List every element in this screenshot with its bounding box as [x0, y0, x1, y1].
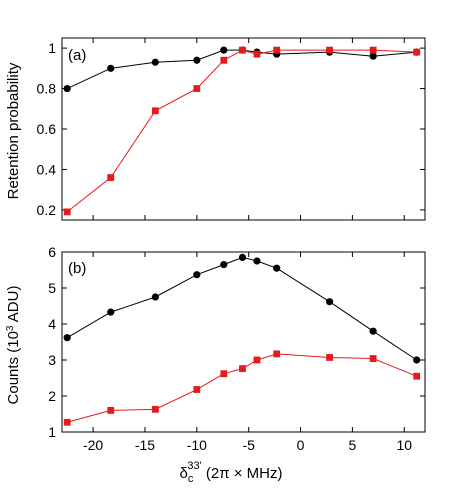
x-axis-label: δc33' (2π × MHz) — [180, 460, 283, 485]
panel-b-ytick-label: 5 — [48, 280, 56, 296]
panel-b-ytick-label: 2 — [48, 388, 56, 404]
panel-a-series-0-point — [220, 46, 228, 54]
panel-b-ytick-label: 4 — [48, 316, 56, 332]
panel-a-series-1-point — [239, 46, 246, 54]
panel-b-series-0-point — [220, 261, 228, 269]
panel-b-series-0-point — [63, 334, 71, 342]
x-axis-label-sup: 33' — [187, 460, 201, 472]
panel-a-ytick-label: 0.8 — [37, 81, 57, 97]
panel-b-xtick-label: -10 — [187, 437, 207, 453]
panel-b-series-0-point — [151, 293, 159, 301]
panel-b-label: (b) — [68, 260, 86, 277]
panel-b-series-1-point — [413, 372, 421, 380]
panel-b-ylabel-tail: ADU) — [5, 286, 22, 326]
panel-a-series-0-point — [63, 84, 71, 93]
panel-b-series-0-line — [66, 256, 417, 361]
panel-a-series-1-point — [151, 107, 159, 115]
panel-b-series-0-point — [369, 327, 377, 335]
panel-b-series-1-point — [193, 386, 201, 393]
panel-b-series-1-line — [67, 353, 417, 423]
panel-b-ylabel: Counts (103 ADU) — [5, 286, 22, 405]
panel-b-series-0-point — [413, 356, 421, 364]
panel-a-label: (a) — [68, 47, 86, 64]
panel-b-series-0-point — [325, 298, 334, 306]
panel-b-series-0-point — [238, 253, 247, 261]
panel-a-series-1-point — [413, 48, 421, 56]
x-axis-label-sub: c — [188, 473, 194, 485]
panel-a-series-0-point — [369, 52, 377, 60]
panel-a-series-1-point — [273, 46, 281, 54]
panel-a-ytick-label: 0.4 — [37, 161, 57, 177]
panel-b-series-1-point — [220, 370, 228, 378]
panel-a-series-0-point — [107, 64, 115, 72]
panel-a-series-0-line — [66, 49, 417, 90]
panel-b-series-1-point — [151, 405, 159, 413]
panel-b-ytick-label: 1 — [48, 424, 56, 440]
panel-b-axes-box — [61, 251, 426, 433]
panel-a-series-1-point — [63, 208, 71, 216]
panel-b-xtick-label: 0 — [297, 437, 305, 453]
panel-b-series-1-point — [239, 365, 246, 373]
panel-b-series-1-point — [253, 356, 261, 364]
panel-b-series-0-point — [193, 271, 201, 279]
panel-b-ylabel-sup: 3 — [5, 325, 16, 331]
panel-b-series-0-point — [107, 308, 115, 316]
panel-a-series-1-point — [193, 85, 201, 92]
panel-b-series-1-point — [273, 350, 281, 358]
panel-a-series-0-point — [193, 56, 201, 64]
panel-a-series-1-line — [66, 49, 417, 213]
panel-a-axes-box — [61, 37, 426, 221]
panel-b-xtick-label: 5 — [349, 437, 357, 453]
panel-a-ytick-label: 1 — [48, 40, 56, 56]
panel-b-series-1-point — [326, 354, 333, 361]
panel-a-ytick-label: 0.6 — [37, 121, 57, 137]
panel-b-xtick-label: 10 — [396, 437, 412, 453]
panel-b-xtick-label: -5 — [242, 437, 255, 453]
panel-b-ytick-label: 3 — [48, 352, 56, 368]
panel-a-ytick-label: 0.2 — [37, 202, 57, 218]
panel-b-series-1-point — [107, 407, 115, 414]
panel-a-series-0-point — [151, 58, 159, 66]
panel-b-series-0-point — [253, 257, 261, 265]
x-axis-label-tail: (2π × MHz) — [202, 465, 283, 482]
panel-a-series-1-point — [253, 50, 261, 58]
panel-b-series-0-point — [273, 264, 281, 272]
panel-b-ylabel-main: Counts (10 — [5, 331, 22, 404]
panel-a-series-1-point — [326, 46, 333, 54]
panel-a: (a) Retention probability 0.2 0.4 0.6 0.8 1 — [5, 37, 426, 221]
panel-a-series-1-point — [369, 46, 377, 54]
x-axis-label-delta: δ — [180, 465, 188, 482]
panel-b-xtick-label: -20 — [83, 437, 103, 453]
panel-b-ytick-label: 6 — [48, 244, 56, 260]
panel-b-series-1-point — [63, 418, 71, 426]
panel-b: (b) Counts (103 ADU) δc33' (2π × MHz) -2… — [5, 244, 426, 485]
panel-b-series-1-point — [369, 355, 377, 362]
panel-a-ylabel: Retention probability — [5, 62, 22, 199]
panel-a-series-1-point — [107, 174, 115, 181]
panel-a-series-1-point — [220, 56, 228, 64]
panel-b-xtick-label: -15 — [135, 437, 155, 453]
